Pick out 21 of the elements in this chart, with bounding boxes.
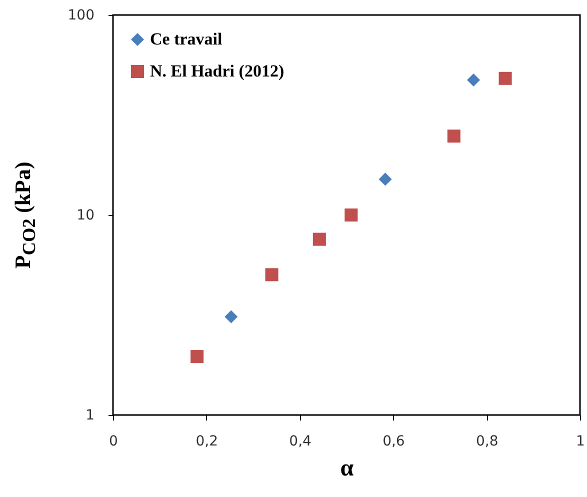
x-tick-label: 0 [109,434,118,450]
x-axis-title: α [340,456,354,482]
point [467,74,480,87]
point [312,232,326,246]
point [224,310,238,324]
point [265,268,278,282]
y-tick-label: 10 [76,208,94,224]
x-tick-label: 0,2 [196,434,218,450]
point [378,172,392,186]
y-tick-label: 1 [86,408,94,424]
point [498,72,512,85]
x-tick-label: 0,6 [382,434,405,450]
x-tick-label: 0,8 [476,434,498,450]
point [447,130,460,143]
y-tick-label: 100 [68,8,94,24]
point [190,350,204,364]
legend-label: Ce travail [150,30,222,48]
x-tick-label: 0,4 [289,434,312,450]
point [344,208,358,222]
legend-label: N. El Hadri (2012) [150,62,284,80]
x-tick-label: 1 [576,434,585,450]
